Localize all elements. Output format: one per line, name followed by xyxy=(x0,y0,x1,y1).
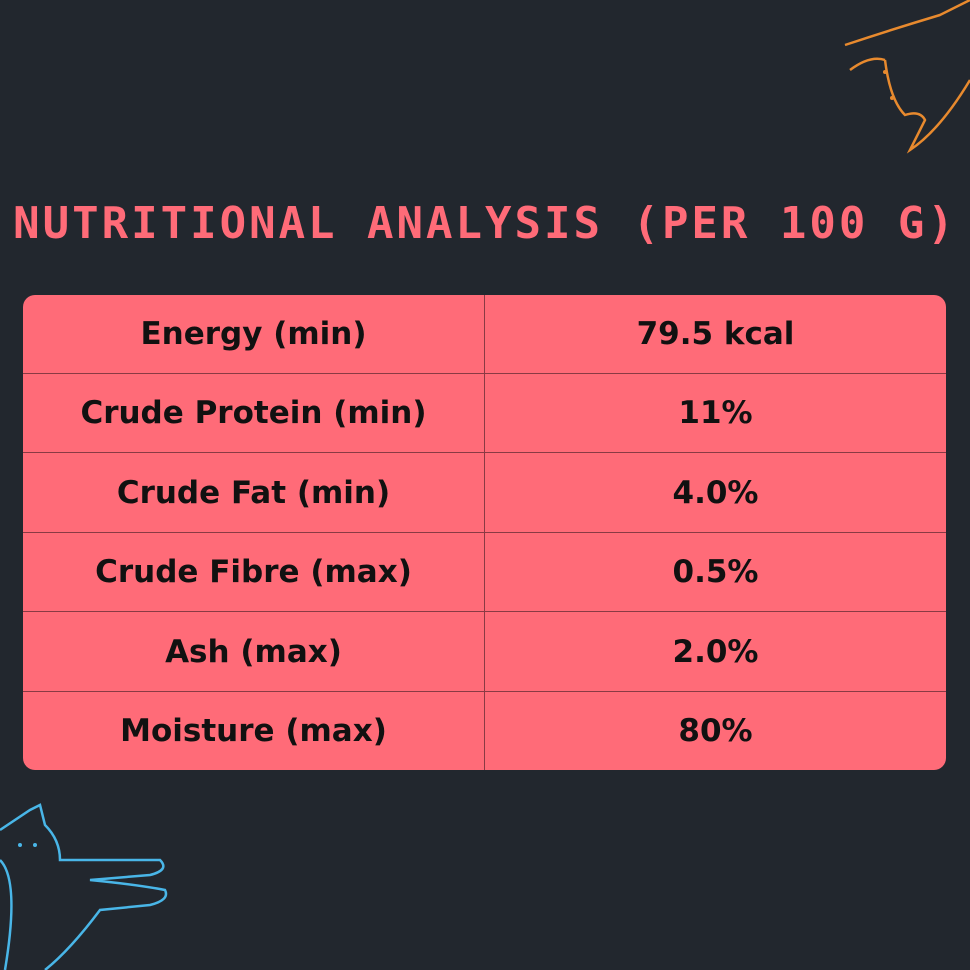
nutrient-cell: Moisture (max) xyxy=(23,690,485,770)
nutrient-cell: Crude Fat (min) xyxy=(23,452,485,533)
nutrient-cell: Crude Protein (min) xyxy=(23,372,485,454)
table-row: Crude Fat (min) 4.0% xyxy=(23,452,946,533)
table-row: Crude Fibre (max) 0.5% xyxy=(23,531,946,613)
nutrient-cell: Crude Fibre (max) xyxy=(23,531,485,613)
cat-doodle-blue xyxy=(0,803,168,970)
value-cell: 4.0% xyxy=(484,452,946,533)
value-cell: 0.5% xyxy=(484,531,946,613)
value-cell: 79.5 kcal xyxy=(484,295,946,374)
table-row: Energy (min) 79.5 kcal xyxy=(23,295,946,374)
value-cell: 2.0% xyxy=(484,611,946,692)
nutrition-table: Energy (min) 79.5 kcal Crude Protein (min)… xyxy=(23,295,946,770)
nutrient-cell: Energy (min) xyxy=(23,295,485,374)
table-row: Ash (max) 2.0% xyxy=(23,611,946,692)
table-row: Moisture (max) 80% xyxy=(23,690,946,770)
value-cell: 80% xyxy=(484,690,946,770)
table-row: Crude Protein (min) 11% xyxy=(23,372,946,454)
nutrient-cell: Ash (max) xyxy=(23,611,485,692)
title: NUTRITIONAL ANALYSIS (PER 100 G) xyxy=(13,198,957,249)
value-cell: 11% xyxy=(484,372,946,454)
cat-doodle-orange xyxy=(844,0,970,154)
